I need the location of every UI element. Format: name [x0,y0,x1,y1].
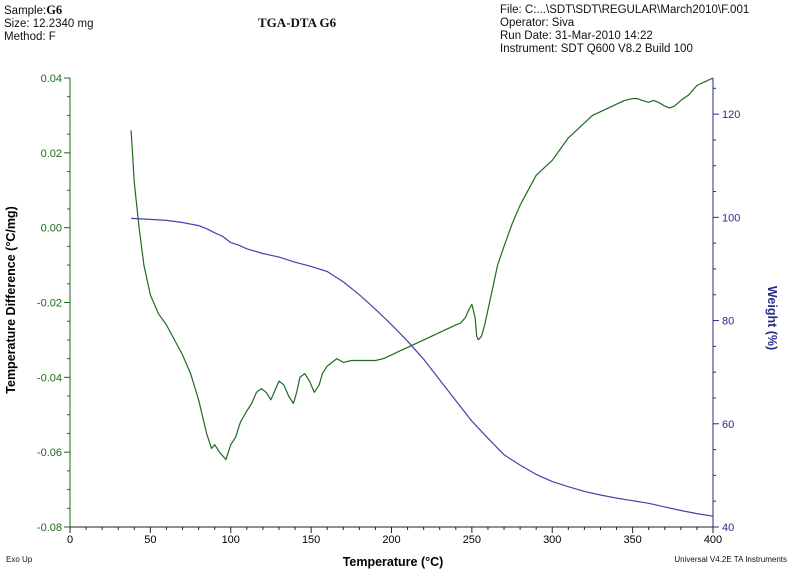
instrument-line: Instrument: SDT Q600 V8.2 Build 100 [500,43,693,55]
run-info: File: C:...\SDT\SDT\REGULAR\March2010\F.… [500,4,749,56]
operator-line: Operator: Siva [500,17,575,29]
software-label: Universal V4.2E TA Instruments [674,555,787,564]
y2-axis-title: Weight (%) [765,286,779,350]
file-line: File: C:...\SDT\SDT\REGULAR\March2010\F.… [500,4,750,16]
y-tick-label: -0.04 [37,372,62,384]
y-tick-label: -0.02 [37,298,62,310]
y-tick-label: 0.04 [41,73,62,85]
series-group [130,77,714,517]
size-line: Size: 12.2340 mg [4,18,94,30]
y2-tick-label: 40 [722,522,734,534]
x-tick-label: 0 [67,534,73,546]
y-tick-label: -0.08 [37,522,62,534]
y2-tick-label: 80 [722,316,734,328]
y-tick-label: 0.00 [41,223,62,235]
sample-label: Sample: [4,5,47,17]
sample-info: Sample:G6 Size: 12.2340 mg Method: F [4,4,94,44]
y-axis-title: Temperature Difference (°C/mg) [4,206,18,393]
x-tick-label: 350 [623,534,641,546]
tga-weight-line [131,217,714,517]
x-tick-label: 100 [222,534,240,546]
x-tick-label: 150 [302,534,320,546]
x-tick-label: 50 [144,534,156,546]
y2-tick-label: 60 [722,419,734,431]
chart-title: TGA-DTA G6 [258,15,337,30]
y2-tick-label: 100 [722,212,740,224]
x-tick-label: 250 [463,534,481,546]
dta-temperature-difference-line [130,77,714,461]
y-tick-label: -0.06 [37,447,62,459]
x-axis-title: Temperature (°C) [343,555,444,569]
y2-tick-label: 120 [722,109,740,121]
exo-up-label: Exo Up [6,555,33,564]
x-tick-label: 200 [382,534,400,546]
method-line: Method: F [4,31,56,43]
sample-value: G6 [46,3,63,17]
axes-group: 0 50 100 150 200 250 300 350 400 -0.08 -0.06 -0.04 -… [37,73,740,546]
run-date-line: Run Date: 31-Mar-2010 14:22 [500,30,653,42]
y-tick-label: 0.02 [41,148,62,160]
sample-line: Sample:G6 [4,4,94,18]
x-tick-label: 400 [704,534,722,546]
x-tick-label: 300 [543,534,561,546]
